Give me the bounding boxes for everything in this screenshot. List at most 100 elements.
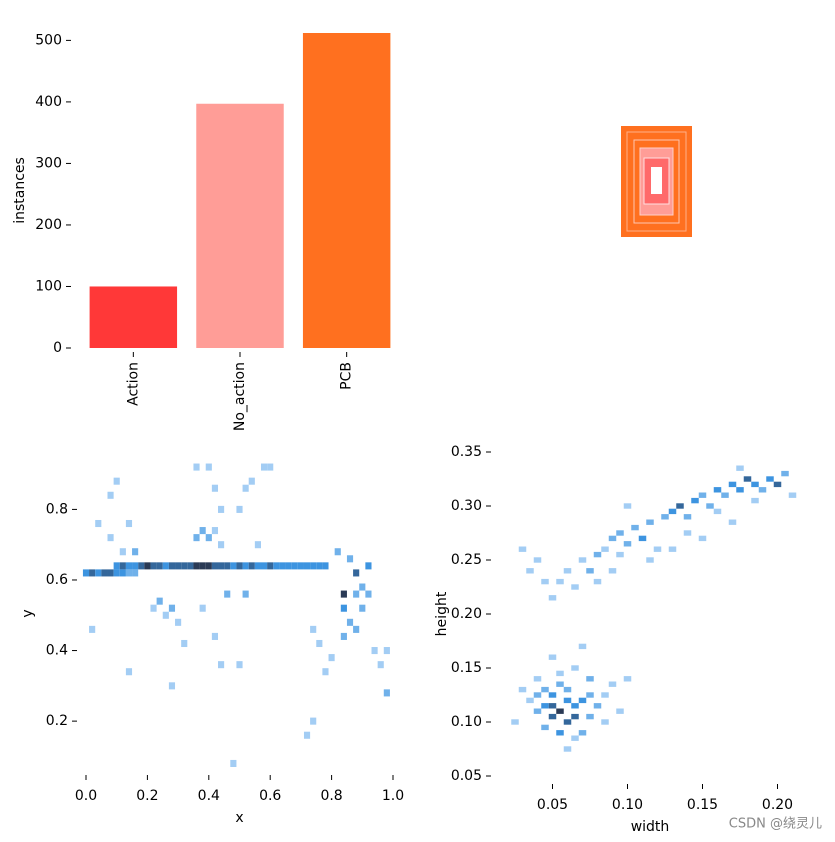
hist-cell [563, 719, 572, 725]
hist-cell [181, 639, 188, 648]
hist-cell [89, 625, 96, 633]
hist-cell [224, 590, 231, 598]
hist-cell [563, 568, 572, 574]
y-tick-label: 0.15 [451, 660, 482, 676]
hist-cell [340, 632, 347, 640]
hist-cell [371, 647, 378, 655]
box-overlay [621, 126, 692, 237]
y-tick-label: 0.25 [451, 552, 482, 568]
x-tick-label: 0.05 [537, 797, 568, 813]
y-tick-label: 400 [35, 94, 62, 110]
hist-cell [211, 632, 219, 640]
hist-cell [383, 689, 390, 697]
x-tick-label: 0.8 [320, 788, 342, 804]
hist-cell [254, 562, 261, 570]
hist-cell [736, 465, 744, 471]
hist-cell [181, 562, 188, 570]
hist-cell [608, 535, 617, 542]
hist-cell [187, 562, 194, 570]
hist-cell [168, 562, 176, 570]
hist-cell [322, 668, 329, 676]
hist-cell [322, 562, 329, 570]
hist-cell [144, 562, 151, 570]
x-tick-label: 0.10 [612, 797, 643, 813]
hist-cell [340, 590, 347, 598]
hist-cell [334, 548, 341, 556]
y-tick-label: 0.6 [46, 572, 68, 588]
hist-cell [646, 557, 654, 563]
hist-cell [571, 735, 579, 741]
hist-cell [365, 562, 372, 570]
hist-cell [150, 604, 157, 612]
y-tick-label: 0.2 [46, 713, 68, 729]
hist-cell [541, 703, 549, 709]
hist-cell [132, 562, 139, 570]
bar [196, 103, 284, 348]
hist-cell [623, 676, 632, 682]
hist-cell [766, 476, 774, 482]
hist-cell [95, 519, 102, 528]
hist-cell [556, 708, 564, 714]
hist-cell [175, 618, 182, 626]
hist-cell [218, 562, 225, 570]
hist-cell [713, 487, 722, 493]
y-tick-label: 0.20 [451, 606, 482, 622]
hist-cell [773, 481, 782, 488]
hist-cell [242, 562, 249, 570]
hist-cell [316, 639, 323, 648]
hist-cell [101, 569, 108, 577]
x-tick-label: 0.2 [136, 788, 158, 804]
hist-cell [260, 463, 268, 471]
hist-cell [353, 625, 360, 633]
hist-cell [736, 487, 744, 493]
hist-cell [119, 548, 126, 556]
hist-cell [631, 524, 639, 531]
hist-cell [608, 568, 617, 574]
hist-cell [273, 562, 280, 570]
y-tick-label: 0.30 [451, 498, 482, 514]
hist-cell [668, 508, 677, 515]
hist-cell [168, 604, 176, 612]
hist-cell [89, 569, 96, 577]
hist-cell [132, 548, 139, 556]
hist-cell [156, 562, 163, 570]
hist-cell [236, 661, 243, 669]
hist-cell [303, 731, 311, 739]
hist-cell [698, 492, 707, 498]
bar [89, 286, 178, 348]
hist-cell [224, 562, 231, 570]
hist-cell [353, 590, 360, 598]
x-tick-label: 0.15 [687, 797, 718, 813]
hist-cell [365, 590, 372, 598]
hist-cell [291, 562, 298, 570]
hist-cell [526, 697, 534, 704]
hist-cell [138, 562, 145, 570]
hist-cell [218, 505, 225, 513]
hist-cell [781, 470, 789, 477]
hist-cell [205, 562, 212, 570]
hist-cell [578, 697, 587, 704]
hist-cell [616, 708, 624, 714]
box-outline [626, 131, 687, 232]
hist-cell [199, 527, 206, 535]
hist-cell [260, 562, 268, 570]
hist-cell [218, 541, 225, 549]
hist-cell [586, 568, 594, 574]
hist-cell [218, 661, 225, 669]
hist-cell [533, 676, 542, 682]
hist-cell [303, 562, 311, 570]
hist-cell [125, 519, 133, 528]
hist-cell [616, 530, 624, 536]
hist-cell [297, 562, 304, 570]
hist-cell [193, 534, 200, 542]
hist-cell [383, 647, 390, 655]
hist-cell [578, 557, 587, 563]
hist-cell [285, 562, 292, 570]
hist-cell [518, 686, 527, 693]
y-axis-label: instances [12, 157, 28, 224]
box-center [651, 167, 662, 194]
x-tick-label: 0.6 [259, 788, 281, 804]
hist-cell [548, 654, 557, 660]
hist-cell [541, 686, 549, 693]
